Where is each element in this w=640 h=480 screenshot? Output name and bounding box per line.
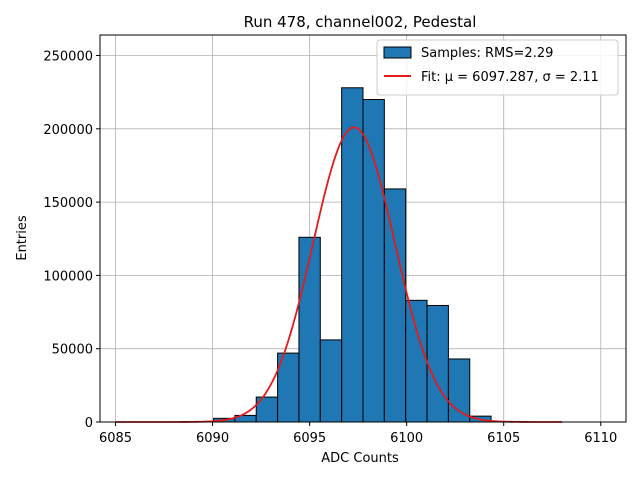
- x-tick-label: 6105: [487, 431, 520, 446]
- chart-title: Run 478, channel002, Pedestal: [244, 13, 477, 31]
- legend-box: [376, 39, 619, 96]
- x-tick-label: 6085: [99, 431, 132, 446]
- histogram-bar: [383, 188, 407, 423]
- plot-frame: [99, 34, 627, 423]
- axis-ticks: 6085 6090 6095 6100 6105 6110 0 50000 100000 1500…: [43, 50, 617, 446]
- y-tick-label: 0: [85, 416, 93, 431]
- legend: Samples: RMS=2.29 Fit: μ = 6097.287, σ =…: [376, 39, 619, 96]
- histogram-bar: [362, 99, 385, 423]
- y-tick-label: 150000: [43, 196, 93, 211]
- y-tick-label: 200000: [43, 123, 93, 138]
- x-tick-label: 6090: [196, 431, 229, 446]
- histogram-bar: [341, 87, 364, 423]
- y-tick-label: 100000: [43, 269, 93, 284]
- histogram-bar: [426, 304, 449, 423]
- x-axis-label: ADC Counts: [321, 451, 399, 466]
- histogram-bar: [447, 358, 471, 423]
- histogram-bar: [405, 299, 428, 423]
- y-tick-label: 250000: [43, 50, 93, 65]
- legend-label-fit: Fit: μ = 6097.287, σ = 2.11: [421, 70, 599, 85]
- histogram-bars: [213, 87, 492, 423]
- histogram-bar: [319, 339, 343, 423]
- histogram-bar: [298, 236, 321, 423]
- x-tick-label: 6100: [390, 431, 423, 446]
- y-axis-label: Entries: [15, 215, 30, 261]
- x-tick-label: 6095: [293, 431, 326, 446]
- legend-swatch-samples: [383, 46, 412, 59]
- y-tick-label: 50000: [52, 343, 93, 358]
- x-tick-label: 6110: [584, 431, 617, 446]
- legend-label-samples: Samples: RMS=2.29: [421, 46, 553, 61]
